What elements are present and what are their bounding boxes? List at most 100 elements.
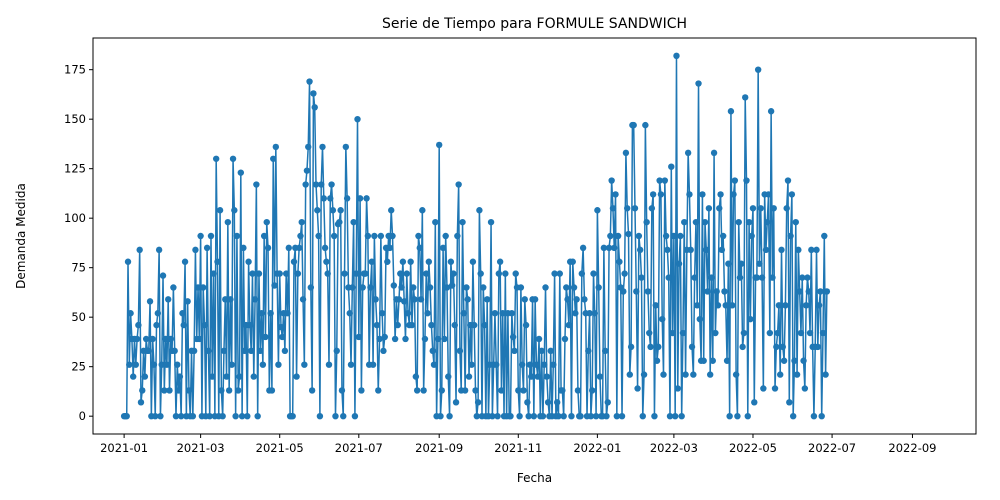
data-point <box>708 274 715 281</box>
data-point <box>786 399 793 406</box>
data-point <box>353 270 360 277</box>
data-point <box>526 361 534 368</box>
data-point <box>735 218 742 226</box>
data-point <box>522 321 530 329</box>
x-tick-label: 2022-05 <box>729 441 777 455</box>
data-point <box>740 329 748 337</box>
data-point <box>661 177 669 184</box>
data-point <box>630 121 637 129</box>
data-point <box>240 244 247 252</box>
data-point <box>732 371 740 378</box>
data-point <box>356 195 364 202</box>
y-tick-label: 75 <box>71 261 86 275</box>
data-point <box>436 141 443 149</box>
data-point <box>135 321 142 329</box>
data-point <box>447 258 455 265</box>
data-point <box>413 387 421 394</box>
data-point <box>279 333 286 341</box>
data-point <box>330 232 338 240</box>
data-point <box>389 232 396 240</box>
data-point <box>223 373 230 380</box>
data-point <box>653 357 661 364</box>
data-point <box>451 321 458 329</box>
data-point <box>799 274 806 281</box>
data-point <box>165 296 172 303</box>
data-point <box>268 387 276 394</box>
data-point <box>137 399 145 406</box>
data-point <box>378 310 386 317</box>
data-point <box>815 302 823 309</box>
data-point <box>284 310 291 317</box>
data-point <box>668 163 675 170</box>
data-point <box>460 310 468 317</box>
data-point <box>806 329 814 337</box>
data-point <box>789 412 797 420</box>
data-point <box>219 412 226 420</box>
data-point <box>692 218 700 226</box>
data-point <box>398 284 405 291</box>
data-point <box>403 270 410 277</box>
data-point <box>340 412 347 420</box>
data-point <box>170 284 177 291</box>
data-point <box>769 274 776 281</box>
data-point <box>358 387 365 394</box>
data-point <box>626 371 633 378</box>
data-point <box>751 399 758 406</box>
x-tick-label: 2021-09 <box>415 441 463 455</box>
data-point <box>499 310 506 317</box>
data-point <box>555 412 562 420</box>
data-point <box>245 258 252 265</box>
data-point <box>384 258 391 265</box>
data-point <box>684 149 692 157</box>
data-point <box>429 347 436 355</box>
data-point <box>821 232 828 240</box>
data-point <box>516 412 523 420</box>
data-point <box>141 373 149 380</box>
data-point <box>573 296 580 303</box>
data-point <box>200 284 207 291</box>
data-point <box>539 412 547 420</box>
data-point <box>560 412 567 420</box>
data-point <box>727 108 735 115</box>
data-point <box>237 169 245 176</box>
data-point <box>585 347 592 355</box>
data-point <box>646 329 653 337</box>
data-point <box>285 244 292 252</box>
data-point <box>373 321 381 329</box>
plot-frame <box>92 37 977 435</box>
data-point <box>773 343 780 351</box>
data-point <box>716 205 723 212</box>
data-point <box>651 412 658 420</box>
data-point <box>321 244 329 252</box>
data-point <box>616 258 623 265</box>
data-point <box>459 218 466 226</box>
data-point <box>293 373 300 380</box>
data-point <box>161 387 168 394</box>
data-point <box>455 181 462 188</box>
data-point <box>194 284 202 291</box>
data-point <box>688 343 696 351</box>
data-point <box>713 288 720 295</box>
data-point <box>543 373 551 380</box>
data-point <box>804 274 811 281</box>
data-point <box>338 387 346 394</box>
data-point <box>712 329 719 337</box>
data-point <box>452 399 460 406</box>
data-point <box>520 387 527 394</box>
data-point <box>709 357 716 364</box>
data-point <box>669 329 676 337</box>
x-axis-label: Fecha <box>517 471 552 485</box>
data-point <box>564 296 571 303</box>
data-point <box>181 258 189 265</box>
data-point <box>214 258 221 265</box>
data-point <box>150 361 158 368</box>
data-point <box>267 310 274 317</box>
data-point <box>277 323 285 331</box>
data-point <box>756 260 763 267</box>
data-point <box>592 412 600 420</box>
data-point <box>155 246 163 254</box>
data-point <box>325 361 333 368</box>
data-point <box>696 315 704 323</box>
x-tick-label: 2022-07 <box>808 441 856 455</box>
data-point <box>687 246 694 254</box>
